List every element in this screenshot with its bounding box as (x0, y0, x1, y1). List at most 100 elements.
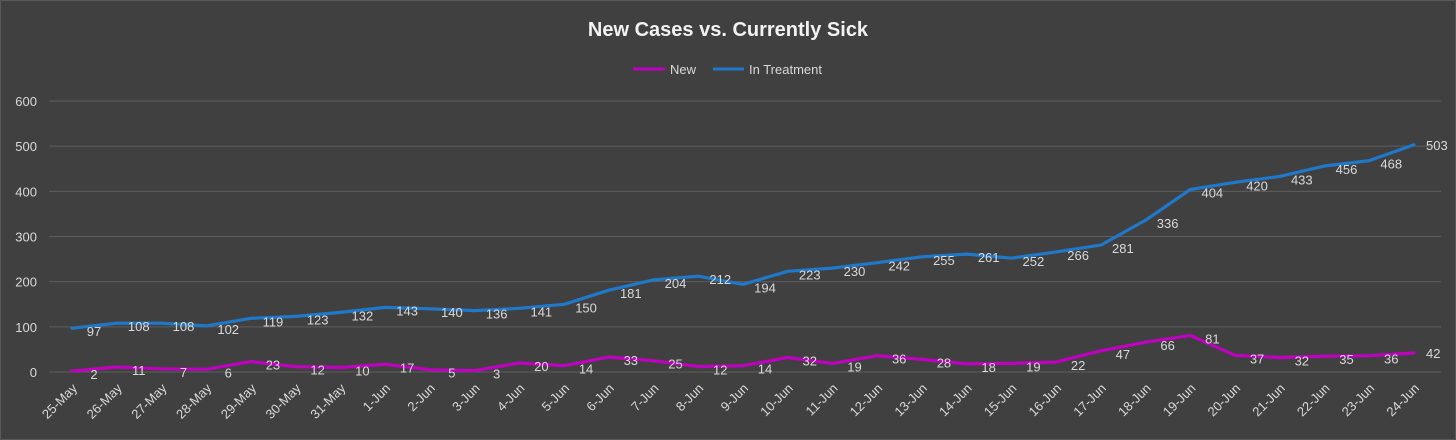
data-label: 336 (1157, 216, 1179, 231)
data-label: 42 (1426, 346, 1440, 361)
data-label: 108 (128, 319, 150, 334)
y-tick-label: 600 (15, 94, 37, 109)
x-tick-label: 25-May (39, 380, 81, 422)
x-tick-label: 11-Jun (803, 381, 841, 419)
x-tick-label: 24-Jun (1383, 381, 1422, 420)
data-label: 32 (802, 354, 816, 369)
data-label: 102 (217, 322, 239, 337)
y-tick-label: 300 (15, 230, 37, 245)
data-label: 28 (937, 355, 951, 370)
data-label: 35 (1339, 352, 1353, 367)
data-label: 7 (180, 365, 187, 380)
x-tick-label: 13-Jun (891, 381, 930, 420)
y-tick-label: 500 (15, 139, 37, 154)
x-tick-label: 20-Jun (1204, 381, 1243, 420)
data-label: 14 (758, 362, 772, 377)
data-label: 266 (1067, 248, 1089, 263)
data-label: 242 (888, 259, 910, 274)
data-label: 19 (1026, 359, 1040, 374)
data-label: 181 (620, 286, 642, 301)
data-label: 212 (709, 272, 731, 287)
data-label: 14 (579, 362, 593, 377)
x-tick-label: 30-May (263, 380, 305, 422)
data-label: 32 (1295, 354, 1309, 369)
data-label: 36 (892, 352, 906, 367)
data-label: 119 (263, 314, 284, 329)
data-label: 66 (1160, 338, 1174, 353)
x-tick-label: 17-Jun (1070, 381, 1109, 420)
data-label: 19 (847, 359, 861, 374)
data-label: 81 (1205, 331, 1219, 346)
x-tick-label: 10-Jun (757, 381, 796, 420)
x-tick-label: 31-May (307, 380, 349, 422)
x-tick-label: 21-Jun (1249, 381, 1288, 420)
x-tick-label: 8-Jun (673, 381, 707, 415)
data-label: 20 (534, 359, 548, 374)
x-tick-label: 15-Jun (981, 381, 1020, 420)
x-tick-label: 1-Jun (360, 381, 394, 415)
data-label: 194 (754, 280, 776, 295)
data-label: 141 (530, 304, 552, 319)
data-label: 36 (1384, 352, 1398, 367)
chart-title: New Cases vs. Currently Sick (588, 19, 869, 41)
data-label: 23 (266, 358, 280, 373)
data-label: 420 (1246, 178, 1268, 193)
data-label: 456 (1336, 162, 1358, 177)
data-label: 47 (1116, 347, 1130, 362)
x-tick-label: 14-Jun (936, 381, 975, 420)
data-label: 261 (978, 250, 1000, 265)
data-label: 10 (355, 363, 369, 378)
legend-item: New (633, 62, 697, 77)
x-tick-label: 28-May (173, 380, 215, 422)
x-tick-label: 4-Jun (494, 381, 528, 415)
data-label: 123 (307, 312, 329, 327)
data-label: 230 (844, 264, 866, 279)
x-tick-label: 26-May (84, 380, 126, 422)
data-label: 255 (933, 253, 955, 268)
gridlines (49, 100, 1441, 373)
data-label: 433 (1291, 172, 1313, 187)
data-label: 25 (668, 357, 682, 372)
data-label: 468 (1380, 157, 1402, 172)
legend-label: New (670, 62, 697, 77)
y-axis: 0 100 200 300 400 500 600 (15, 94, 37, 380)
data-label: 281 (1112, 241, 1134, 256)
data-label: 3 (493, 367, 500, 382)
x-axis: 25-May 26-May 27-May 28-May 29-May 30-May 31-M… (39, 380, 1422, 422)
data-label: 143 (396, 303, 418, 318)
data-label: 5 (448, 366, 455, 381)
x-tick-label: 23-Jun (1339, 381, 1378, 420)
x-tick-label: 16-Jun (1026, 381, 1065, 420)
series-lines (70, 143, 1416, 373)
y-tick-label: 0 (30, 365, 37, 380)
legend-item: In Treatment (713, 62, 822, 77)
data-label: 2 (90, 367, 97, 382)
x-tick-label: 19-Jun (1160, 381, 1199, 420)
data-label: 97 (87, 324, 101, 339)
data-label: 12 (310, 363, 324, 378)
data-label: 33 (624, 353, 638, 368)
data-label: 132 (352, 308, 374, 323)
x-tick-label: 7-Jun (628, 381, 662, 415)
x-tick-label: 5-Jun (539, 381, 573, 415)
y-tick-label: 400 (15, 184, 37, 199)
x-tick-label: 27-May (128, 380, 170, 422)
data-label: 17 (400, 360, 414, 375)
data-labels: 2 11 7 6 23 12 10 17 5 3 20 14 33 25 12 14 32 19 36 28 18 19 2… (87, 138, 1448, 382)
data-label: 136 (486, 307, 508, 322)
x-tick-label: 12-Jun (847, 381, 886, 420)
data-label: 503 (1426, 138, 1448, 153)
series-line (70, 333, 1416, 373)
x-tick-label: 6-Jun (583, 381, 617, 415)
data-label: 252 (1023, 254, 1045, 269)
legend: New In Treatment (633, 62, 822, 77)
data-label: 150 (575, 300, 597, 315)
x-tick-label: 9-Jun (718, 381, 752, 415)
x-tick-label: 2-Jun (404, 381, 438, 415)
series-line (70, 143, 1416, 330)
data-label: 37 (1250, 351, 1264, 366)
data-label: 223 (799, 267, 821, 282)
y-tick-label: 200 (15, 275, 37, 290)
